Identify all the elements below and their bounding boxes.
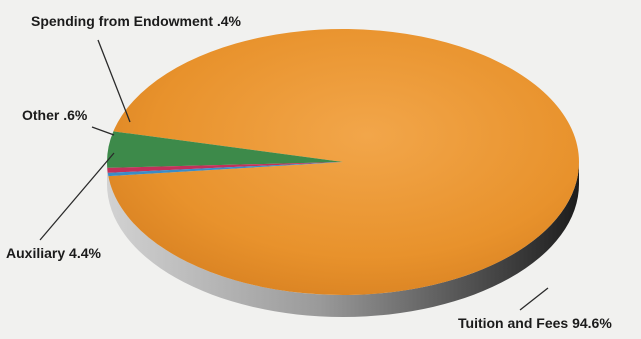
leader-line-auxiliary [39, 152, 115, 241]
leader-line-spending-from-endowment [97, 39, 131, 123]
leader-line-tuition-and-fees [519, 287, 549, 311]
pie-slice-layer [107, 29, 579, 296]
pie-label-layer: Spending from Endowment .4% Other .6% Auxi… [6, 13, 612, 331]
pie-side-layer [107, 162, 579, 317]
slice-label-tuition-and-fees: Tuition and Fees 94.6% [458, 315, 612, 331]
pie-side-wall [107, 162, 579, 317]
pie-slice-tuition-and-fees [108, 29, 579, 296]
pie-slice-auxiliary [107, 131, 344, 168]
slice-label-other: Other .6% [22, 107, 88, 123]
pie-slice-other [107, 162, 343, 173]
slice-label-spending-from-endowment: Spending from Endowment .4% [31, 13, 242, 29]
pie-slice-spending-from-endowment [107, 162, 344, 177]
leader-line-other [91, 126, 115, 136]
slice-label-auxiliary: Auxiliary 4.4% [6, 245, 101, 261]
